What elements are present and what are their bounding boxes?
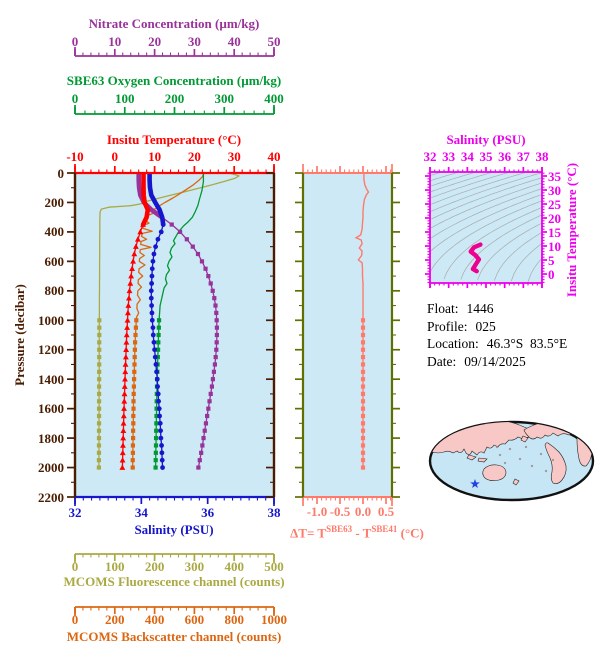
delta-t-label-suffix: (°C) (397, 525, 424, 541)
oxygen-tick-label: 300 (214, 91, 235, 106)
ts-temperature-tick-label: 10 (548, 238, 561, 254)
pressure-tick-label: 400 (44, 224, 65, 240)
nitrate-tick-label: 50 (267, 34, 281, 49)
salinity-tick-label: 32 (68, 505, 82, 520)
float-value: 1446 (466, 301, 494, 316)
ts-curve (468, 242, 483, 274)
nitrate-tick-label: 10 (108, 34, 122, 49)
pressure-tick-label: 600 (44, 253, 65, 269)
ts-temperature-tick-label: 35 (548, 168, 561, 184)
oxygen-tick-label: 100 (115, 91, 135, 106)
pressure-tick-label: 200 (44, 194, 65, 210)
ts-temperature-tick-label: 25 (548, 196, 561, 212)
backscatter-tick-label: 0 (71, 612, 79, 627)
world-map (428, 420, 595, 502)
delta-t-tick-label: 0.5 (377, 504, 395, 519)
temperature-tick-label: 30 (227, 149, 241, 164)
pressure-tick-label: 1800 (38, 430, 64, 446)
pressure-tick-label: 2000 (38, 460, 64, 476)
temperature-tick-label: 20 (187, 149, 201, 164)
delta-t-label-sup1: SBE63 (326, 524, 353, 534)
nitrate-tick-label: 20 (148, 34, 162, 49)
delta-t-label-prefix: ΔT= T (290, 525, 327, 541)
salinity-axis-title: Salinity (PSU) (134, 522, 214, 537)
date-value: 09/14/2025 (464, 353, 526, 369)
pressure-tick-label: 1200 (38, 342, 64, 358)
backscatter-axis-title: MCOMS Backscatter channel (counts) (66, 629, 282, 644)
oxygen-tick-label: 0 (71, 91, 79, 106)
nitrate-tick-label: 30 (187, 34, 201, 49)
fluorescence-axis-title: MCOMS Fluorescence channel (counts) (63, 574, 285, 589)
delta-t-tick-label: -1.0 (306, 504, 328, 519)
delta-t-axis-title: ΔT= TSBE63 - TSBE41 (°C) (290, 521, 424, 541)
temperature-tick-label: 10 (148, 149, 162, 164)
ts-salinity-tick-label: 34 (460, 149, 474, 164)
pressure-tick-label: 0 (57, 165, 65, 181)
float-info: Float: 1446 Profile: 025 Location: 46.3°S 8… (427, 300, 567, 370)
oxygen-tick-label: 200 (164, 91, 185, 106)
ts-temperature-tick-label: 30 (548, 182, 561, 198)
delta-t-curve (354, 173, 370, 470)
backscatter-tick-label: 600 (184, 612, 205, 627)
date-info-line: Date: 09/14/2025 (427, 353, 567, 371)
salinity-tick-label: 38 (267, 505, 281, 520)
location-value: 46.3°S 83.5°E (486, 336, 568, 351)
nitrate-axis-title: Nitrate Concentration (µm/kg) (88, 16, 260, 31)
pressure-tick-label: 1000 (38, 312, 64, 328)
salinity-tick-label: 34 (134, 505, 148, 520)
fluorescence-tick-label: 0 (71, 559, 79, 574)
ts-salinity-tick-label: 35 (479, 149, 493, 164)
location-info-line: Location: 46.3°S 83.5°E (427, 335, 567, 353)
ts-salinity-tick-label: 37 (516, 149, 530, 164)
oxygen-tick-label: 400 (264, 91, 284, 106)
fluorescence-tick-label: 100 (105, 559, 125, 574)
float-label: Float: (427, 301, 459, 316)
profile-value: 025 (475, 318, 496, 334)
backscatter-tick-label: 800 (224, 612, 244, 627)
delta-t-tick-label: 0.0 (354, 504, 372, 519)
profile-info-line: Profile: 025 (427, 318, 567, 336)
fluorescence-tick-label: 200 (144, 559, 165, 574)
ts-density-contours (430, 172, 542, 283)
pressure-tick-label: 800 (44, 283, 65, 299)
temperature-axis-title: Insitu Temperature (°C) (106, 132, 242, 147)
ts-temperature-tick-label: 5 (548, 252, 555, 268)
temperature-tick-label: 40 (267, 149, 281, 164)
date-label: Date: (427, 353, 457, 369)
delta-t-tick-label: -0.5 (329, 504, 351, 519)
ts-temperature-tick-label: 0 (548, 266, 555, 282)
ts-salinity-tick-label: 38 (535, 149, 549, 164)
ts-salinity-axis-title: Salinity (PSU) (446, 132, 526, 147)
float-location-marker (470, 479, 480, 488)
backscatter-tick-label: 400 (144, 612, 165, 627)
backscatter-tick-label: 1000 (261, 612, 287, 627)
oxygen-axis-title: SBE63 Oxygen Concentration (µm/kg) (66, 73, 282, 88)
profile-label: Profile: (427, 318, 468, 334)
delta-t-label-sup2: SBE41 (371, 524, 398, 534)
nitrate-tick-label: 40 (227, 34, 241, 49)
ts-salinity-tick-label: 33 (442, 149, 456, 164)
profile-curves (96, 173, 240, 470)
nitrate-tick-label: 0 (71, 34, 79, 49)
pressure-tick-label: 1600 (38, 401, 64, 417)
temperature-tick-label: -10 (66, 149, 84, 164)
fluorescence-tick-label: 500 (264, 559, 284, 574)
ts-salinity-tick-label: 36 (498, 149, 512, 164)
ts-temperature-tick-label: 15 (548, 224, 561, 240)
fluorescence-tick-label: 300 (184, 559, 205, 574)
backscatter-tick-label: 200 (105, 612, 125, 627)
ts-salinity-tick-label: 32 (423, 149, 437, 164)
temperature-tick-label: 0 (111, 149, 119, 164)
fluorescence-tick-label: 400 (224, 559, 244, 574)
ts-temperature-tick-label: 20 (548, 210, 561, 226)
location-label: Location: (427, 336, 479, 351)
delta-t-label-mid: - T (352, 525, 372, 541)
pressure-tick-label: 2200 (38, 489, 64, 505)
float-info-line: Float: 1446 (427, 300, 567, 318)
salinity-tick-label: 36 (201, 505, 215, 520)
pressure-tick-label: 1400 (38, 371, 64, 387)
